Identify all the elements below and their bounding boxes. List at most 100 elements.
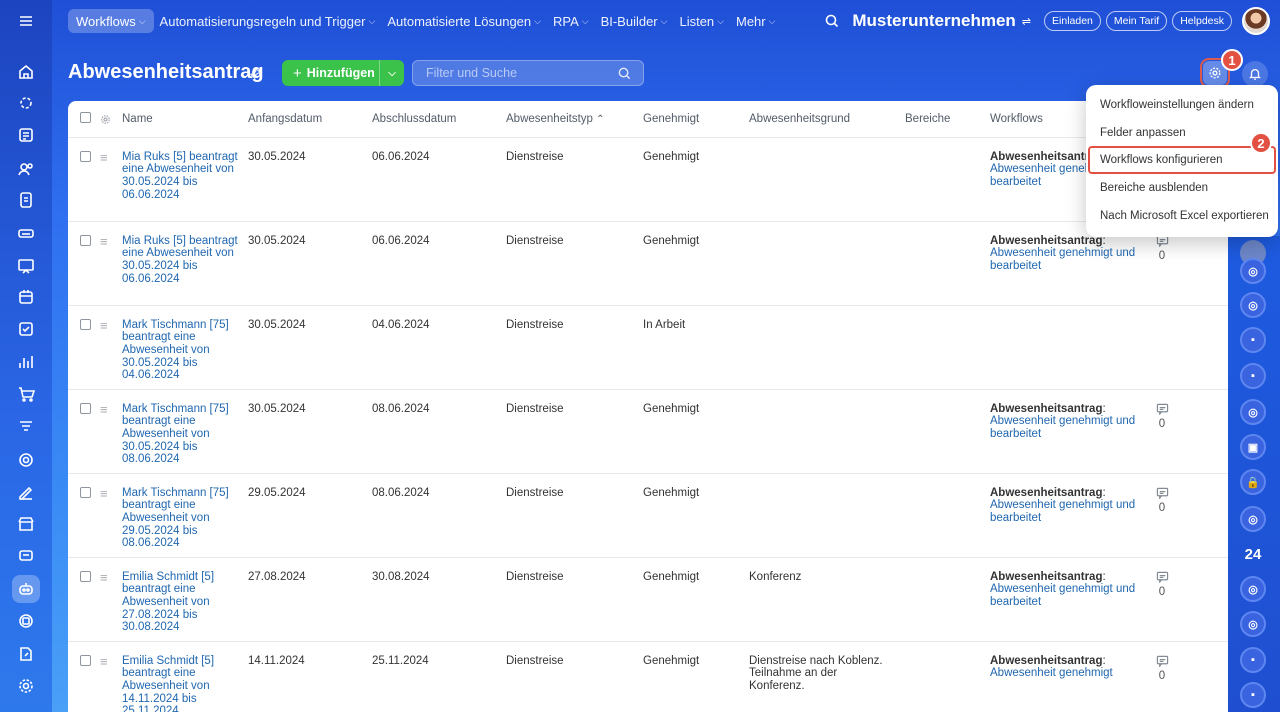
workflow-status-link[interactable]: Abwesenheit genehmigt und bearbeitet [990,583,1136,608]
gear-icon[interactable] [100,114,111,125]
drag-handle-icon[interactable]: ≡ [100,401,108,417]
filter-icon[interactable] [12,413,40,441]
tasks-icon[interactable] [12,315,40,343]
cart-icon[interactable] [12,380,40,408]
column-header-areas[interactable]: Bereiche [905,101,990,138]
table-row[interactable]: ≡ Emilia Schmidt [5] beantragt eine Abwes… [68,557,1228,642]
chat-bubble-icon[interactable]: ▪ [1240,682,1266,708]
menu-item-workflow-settings[interactable]: Workfloweinstellungen ändern [1100,98,1254,111]
chat-bubble-icon[interactable]: ▣ [1240,434,1266,460]
settings-icon[interactable] [12,672,40,700]
analytics-icon[interactable] [12,348,40,376]
contacts-icon[interactable] [12,155,40,183]
comments[interactable]: 0 [1155,655,1169,683]
search-input[interactable]: Filter und Suche [412,60,644,86]
row-checkbox[interactable] [80,654,91,666]
nav-more[interactable]: Mehr ⌵ [730,9,781,33]
comments[interactable]: 0 [1155,571,1169,599]
table-row[interactable]: ≡ Emilia Schmidt [5] beantragt eine Abwes… [68,641,1228,712]
chat-bubble-icon[interactable]: ▪ [1240,327,1266,353]
chat-bubble-icon[interactable]: ◎ [1240,258,1266,284]
home-icon[interactable] [12,58,40,86]
drag-handle-icon[interactable]: ≡ [100,653,108,669]
chat-icon[interactable] [12,542,40,570]
nav-lists[interactable]: Listen ⌵ [673,9,730,33]
row-name-link[interactable]: Emilia Schmidt [5] beantragt eine Abwese… [122,570,215,634]
avatar[interactable] [1242,7,1270,35]
menu-item-configure-workflows[interactable]: Workflows konfigurieren [1088,146,1276,175]
column-header-type[interactable]: Abwesenheitstyp ⌃ [506,101,643,138]
row-checkbox[interactable] [80,402,91,414]
table-row[interactable]: ≡ Mia Ruks [5] beantragt eine Abwesenheit… [68,221,1228,306]
select-all-checkbox[interactable] [80,111,91,123]
chat-bubble-icon[interactable]: ◎ [1240,611,1266,637]
row-name-link[interactable]: Emilia Schmidt [5] beantragt eine Abwese… [122,654,215,712]
company-name[interactable]: Musterunternehmen [852,11,1016,30]
chat-bubble-icon[interactable]: ◎ [1240,399,1266,425]
menu-item-fields[interactable]: Felder anpassen [1100,126,1186,139]
target-icon[interactable] [12,446,40,474]
workflow-status-link[interactable]: Abwesenheit genehmigt und bearbeitet [990,415,1136,440]
notifications-button[interactable] [1242,61,1268,87]
menu-icon[interactable] [12,7,40,35]
workflow-status-link[interactable]: Abwesenheit genehmigt und bearbeitet [990,247,1136,272]
row-checkbox[interactable] [80,570,91,582]
table-row[interactable]: ≡ Mark Tischmann [75] beantragt eine Abwe… [68,305,1228,390]
workflow-status-link[interactable]: Abwesenheit genehmigt und bearbeitet [990,499,1136,524]
nav-rpa[interactable]: RPA ⌵ [547,9,595,33]
apps-icon[interactable] [12,607,40,635]
document-icon[interactable] [12,186,40,214]
comments[interactable]: 0 [1155,487,1169,515]
add-button[interactable]: + Hinzufügen ⌵ [282,60,404,86]
drag-handle-icon[interactable]: ≡ [100,569,108,585]
column-header-start[interactable]: Anfangsdatum [248,101,372,138]
nav-workflows[interactable]: Workflows ⌵ [68,9,154,33]
presentation-icon[interactable] [12,252,40,280]
row-checkbox[interactable] [80,318,91,330]
feed-icon[interactable] [12,121,40,149]
chat-bubble-icon[interactable]: ◎ [1240,576,1266,602]
invite-button[interactable]: Einladen [1044,11,1101,31]
pin-icon[interactable] [250,68,261,79]
row-name-link[interactable]: Mark Tischmann [75] beantragt eine Abwes… [122,402,229,466]
my-plan-button[interactable]: Mein Tarif [1105,11,1168,31]
settings-button[interactable] [1200,58,1230,88]
nav-automated-solutions[interactable]: Automatisierte Lösungen ⌵ [381,9,547,33]
helpdesk-button[interactable]: Helpdesk [1172,11,1232,31]
drag-handle-icon[interactable]: ≡ [100,233,108,249]
row-checkbox[interactable] [80,486,91,498]
calendar-icon[interactable] [12,283,40,311]
drag-handle-icon[interactable]: ≡ [100,485,108,501]
drag-handle-icon[interactable]: ≡ [100,317,108,333]
row-checkbox[interactable] [80,234,91,246]
automation-icon[interactable] [12,575,40,603]
lock-icon[interactable]: 🔒 [1240,469,1266,495]
bitrix24-counter[interactable]: 24 [1244,545,1262,563]
row-checkbox[interactable] [80,150,91,162]
add-dropdown-toggle[interactable]: ⌵ [380,68,404,79]
chat-bubble-icon[interactable]: ▪ [1240,647,1266,673]
search-icon[interactable] [824,13,840,29]
nav-bi-builder[interactable]: BI-Builder ⌵ [595,9,674,33]
sign-icon[interactable] [12,478,40,506]
chat-bubble-icon[interactable]: ◎ [1240,292,1266,318]
row-name-link[interactable]: Mia Ruks [5] beantragt eine Abwesenheit … [122,150,238,201]
search-icon[interactable] [617,66,632,81]
row-name-link[interactable]: Mark Tischmann [75] beantragt eine Abwes… [122,318,229,382]
nav-automation-rules[interactable]: Automatisierungsregeln und Trigger ⌵ [154,9,382,33]
comments[interactable]: 0 [1155,235,1169,263]
drive-icon[interactable] [12,219,40,247]
table-row[interactable]: ≡ Mark Tischmann [75] beantragt eine Abwe… [68,473,1228,558]
row-name-link[interactable]: Mark Tischmann [75] beantragt eine Abwes… [122,486,229,550]
column-header-name[interactable]: Name [118,101,248,138]
store-icon[interactable] [12,510,40,538]
chat-bubble-icon[interactable]: ◎ [1240,506,1266,532]
row-name-link[interactable]: Mia Ruks [5] beantragt eine Abwesenheit … [122,234,238,285]
table-row[interactable]: ≡ Mark Tischmann [75] beantragt eine Abwe… [68,389,1228,474]
switch-icon[interactable]: ⇌ [1021,15,1032,28]
column-header-reason[interactable]: Abwesenheitsgrund [749,101,905,138]
network-icon[interactable] [12,89,40,117]
chat-bubble-icon[interactable]: ▪ [1240,363,1266,389]
column-header-approved[interactable]: Genehmigt [643,101,749,138]
add-button-main[interactable]: + Hinzufügen [282,60,380,86]
